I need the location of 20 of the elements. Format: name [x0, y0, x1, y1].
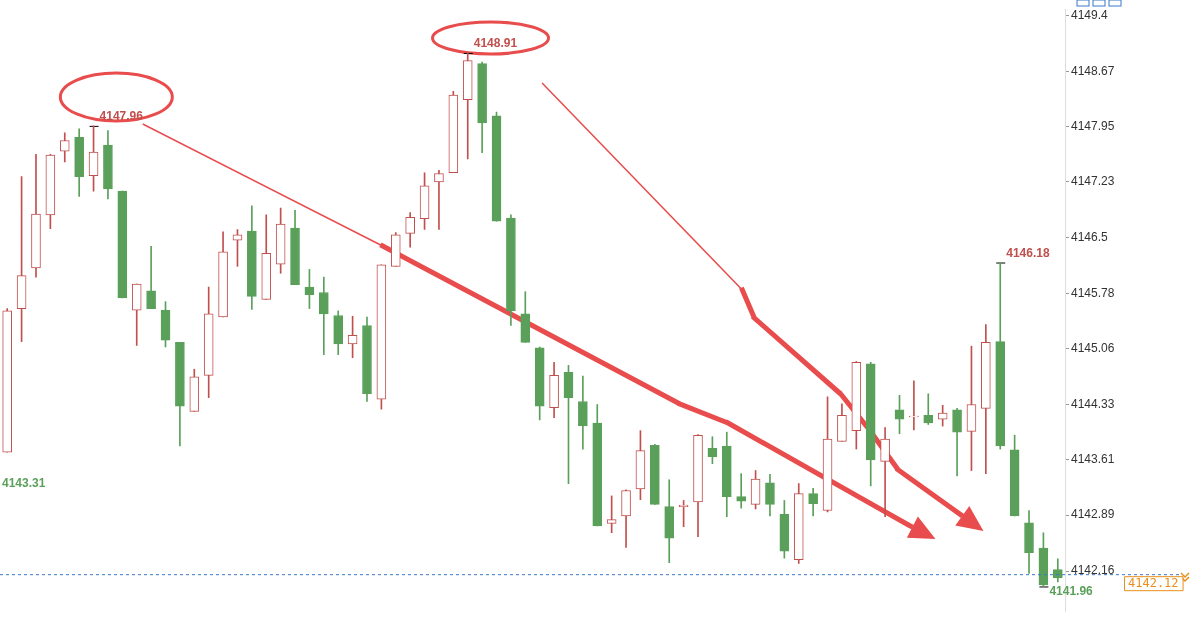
y-tick-label: 4146.5 — [1071, 230, 1109, 245]
y-tick-label: 4147.23 — [1071, 174, 1115, 189]
candlestick — [909, 380, 919, 431]
y-tick-label: 4147.95 — [1071, 118, 1115, 133]
y-tick-label: 4148.67 — [1071, 63, 1115, 78]
y-tick-label: 4143.61 — [1071, 452, 1115, 467]
candlestick — [923, 393, 934, 425]
y-tick-label: 4144.33 — [1071, 396, 1115, 411]
y-tick-label: 4145.78 — [1071, 285, 1115, 300]
y-tick-label: 4142.16 — [1071, 563, 1115, 578]
y-tick-label: 4142.89 — [1071, 507, 1115, 522]
annotation: 4141.96 — [1049, 583, 1094, 598]
annotation: 4143.31 — [2, 476, 46, 491]
ref-line-label: 4142.12 — [1128, 575, 1179, 590]
annotation: 4148.91 — [473, 36, 518, 51]
y-tick-label: 4145.06 — [1071, 340, 1115, 355]
annotation: 4146.18 — [1006, 245, 1050, 260]
candlestick — [736, 473, 747, 509]
candlestick — [434, 170, 444, 230]
y-tick-label: 4149.4 — [1071, 7, 1109, 22]
